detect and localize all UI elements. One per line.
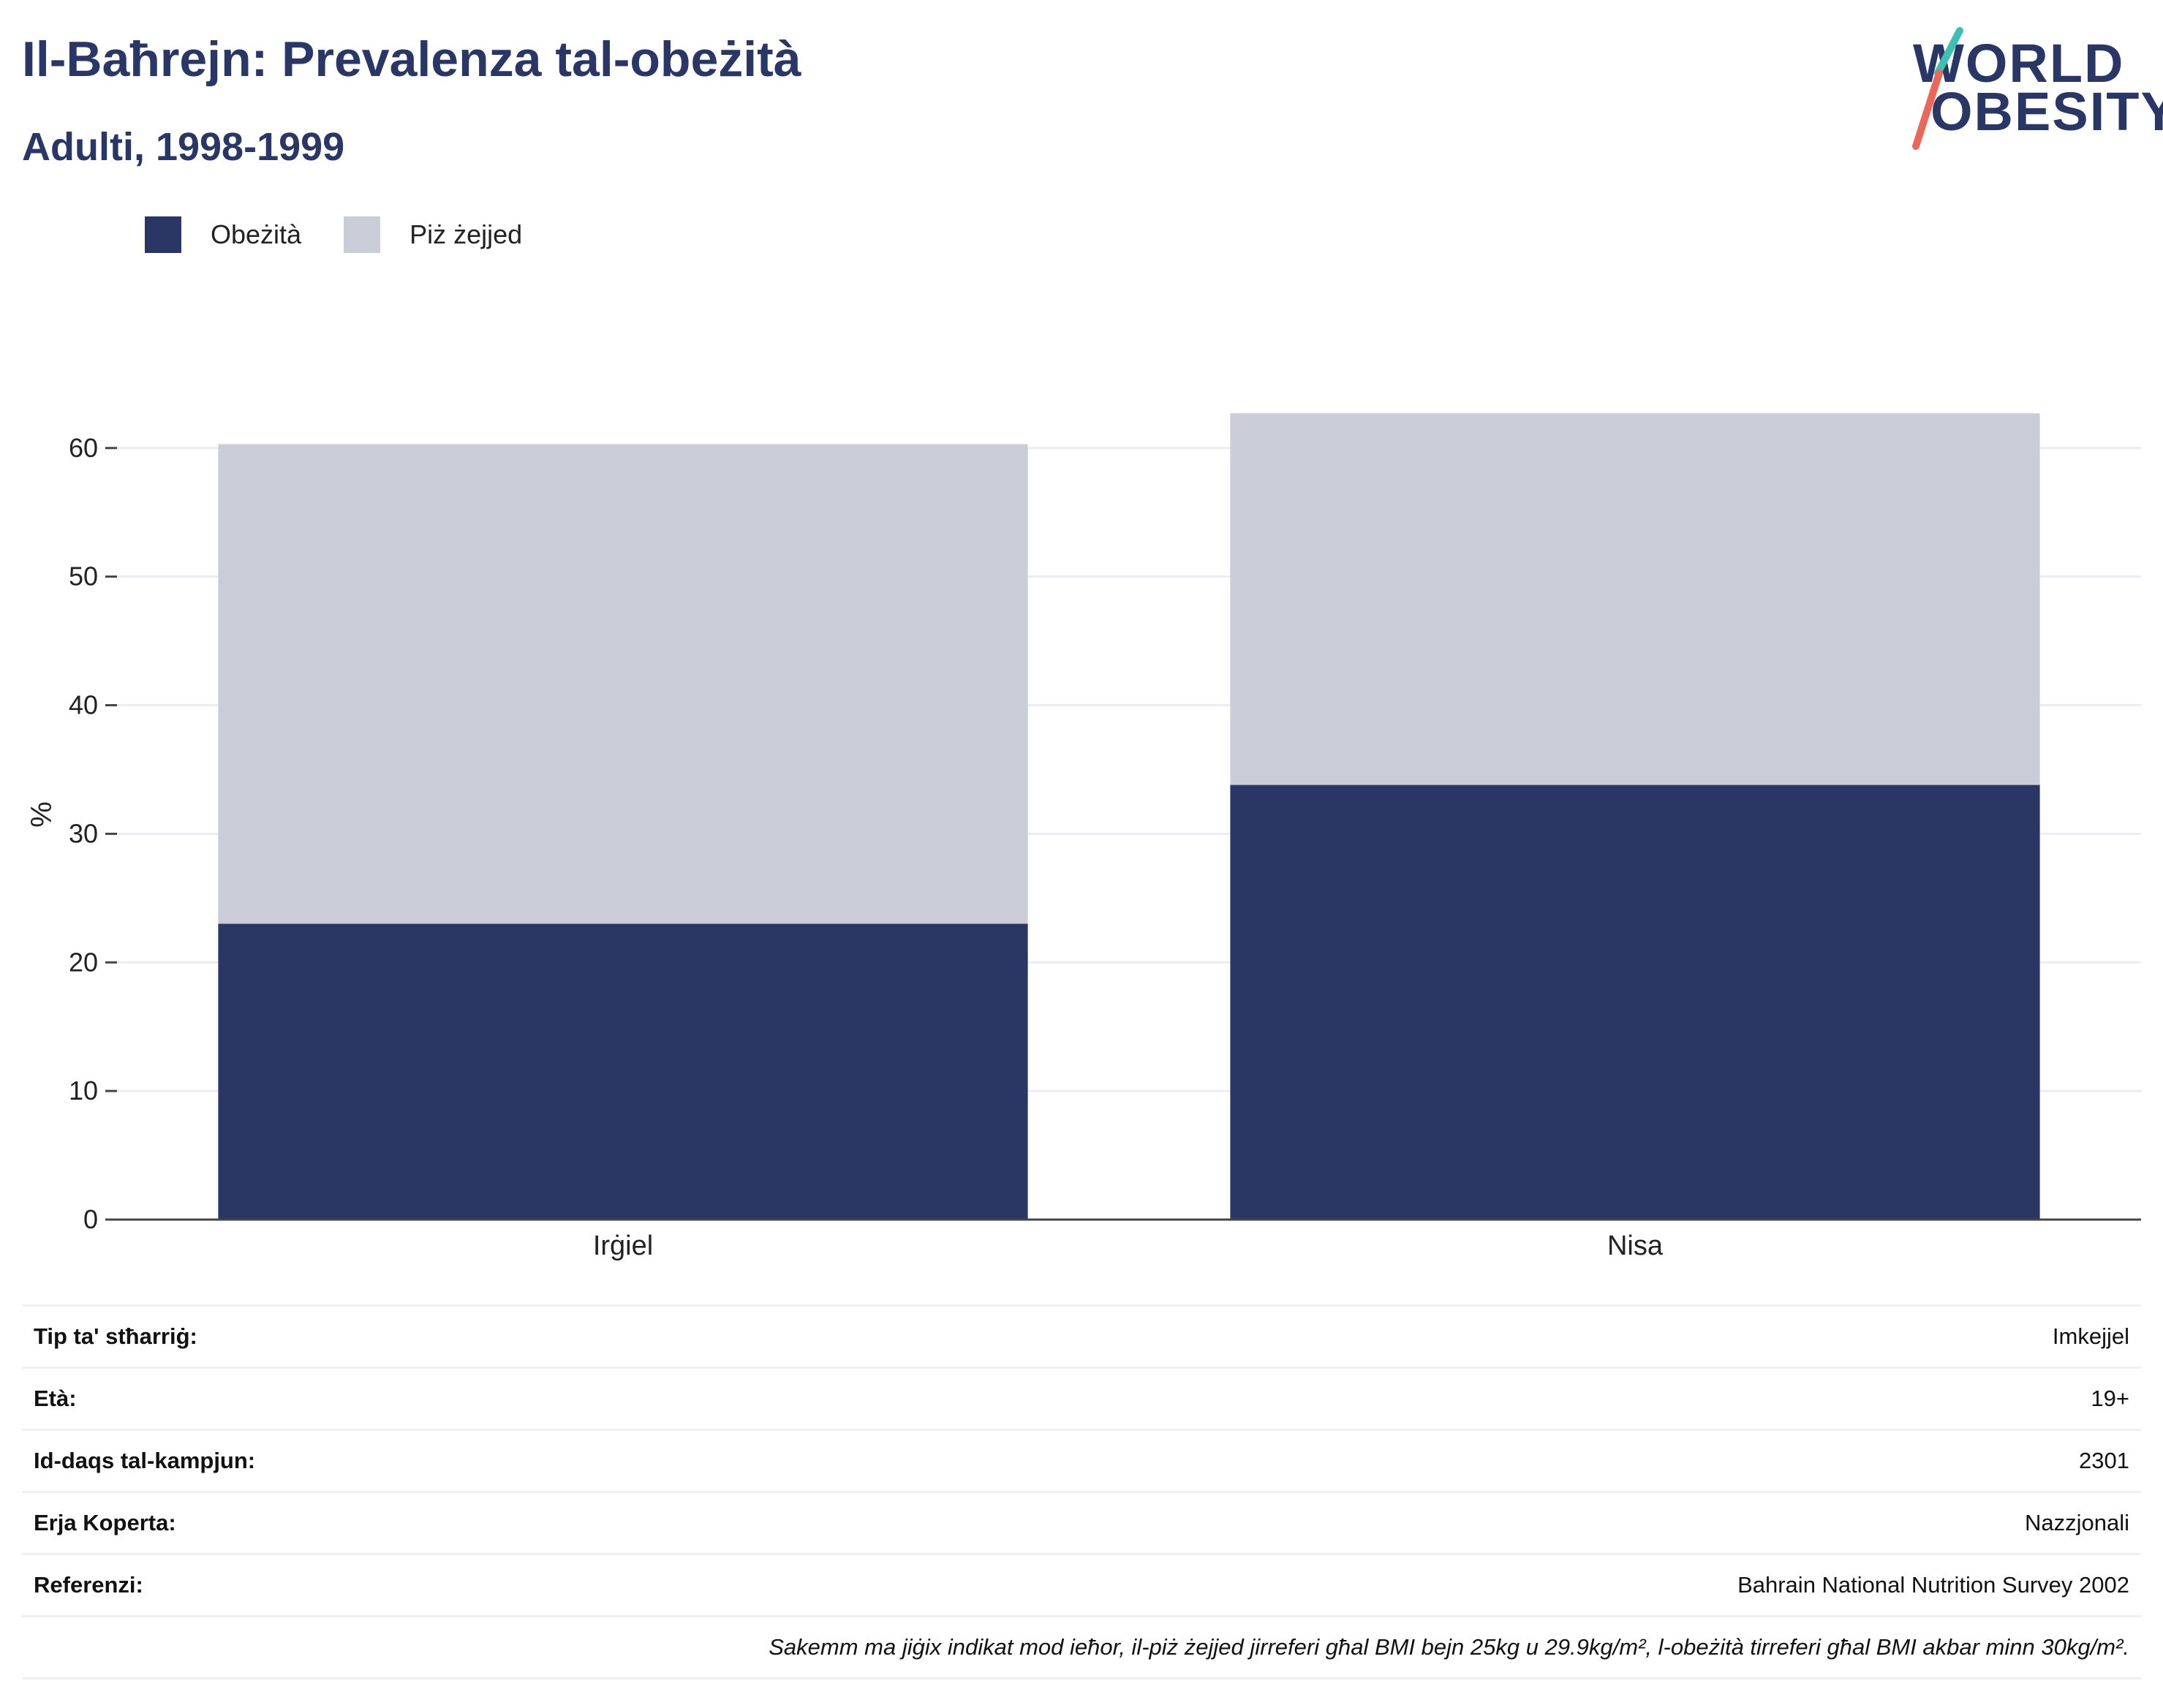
- legend-label-obesity: Obeżità: [211, 219, 302, 249]
- info-row-survey-type: Tip ta' stħarriġ: Imkejjel: [22, 1304, 2141, 1367]
- legend-swatch-overweight: [344, 216, 381, 253]
- bar-Obeżità-Irġiel: [218, 923, 1028, 1220]
- definition-note: Sakemm ma jiġix indikat mod ieħor, il-pi…: [22, 1615, 2141, 1679]
- chart-title: Il-Baħrejn: Prevalenza tal-obeżità: [22, 31, 801, 87]
- y-tick-label: 50: [69, 562, 98, 592]
- bar-Piż żejjed-Irġiel: [218, 444, 1028, 924]
- legend-item-overweight[interactable]: Piż żejjed: [344, 216, 522, 253]
- y-tick-label: 0: [83, 1204, 98, 1234]
- y-tick-label: 30: [69, 818, 98, 848]
- info-key: Tip ta' stħarriġ:: [34, 1323, 197, 1349]
- logo-slash-icon: [1912, 27, 1963, 150]
- survey-info-table: Tip ta' stħarriġ: Imkejjel Età: 19+ Id-d…: [22, 1304, 2141, 1679]
- note-text: Sakemm ma jiġix indikat mod ieħor, il-pi…: [769, 1634, 2129, 1660]
- info-key: Età:: [34, 1386, 77, 1411]
- stacked-bar-chart: 0 10 20 30 40 50 60% Irġiel Nisa: [26, 413, 2141, 1261]
- bar-Piż żejjed-Nisa: [1230, 413, 2040, 785]
- info-row-area-covered: Erja Koperta: Nazzjonali: [22, 1491, 2141, 1553]
- info-row-age: Età: 19+: [22, 1367, 2141, 1429]
- y-tick-label: 60: [69, 433, 98, 463]
- x-tick-label: Irġiel: [593, 1231, 653, 1261]
- logo-text-line1: WORLD: [1913, 33, 2125, 94]
- y-axis-label: %: [26, 801, 58, 828]
- legend-item-obesity[interactable]: Obeżità: [145, 216, 301, 253]
- info-key: Id-daqs tal-kampjun:: [34, 1448, 256, 1473]
- info-row-sample-size: Id-daqs tal-kampjun: 2301: [22, 1429, 2141, 1491]
- x-tick-label: Nisa: [1607, 1231, 1664, 1261]
- legend-label-overweight: Piż żejjed: [409, 219, 523, 249]
- info-row-references: Referenzi: Bahrain National Nutrition Su…: [22, 1553, 2141, 1615]
- info-value: 2301: [2079, 1448, 2129, 1473]
- bar-Obeżità-Nisa: [1230, 785, 2040, 1220]
- chart-subtitle: Adulti, 1998-1999: [22, 125, 345, 169]
- logo-text-line2: OBESITY: [1930, 81, 2163, 142]
- info-value: Imkejjel: [2052, 1323, 2129, 1349]
- chart-legend: Obeżità Piż żejjed: [145, 216, 565, 253]
- info-value: Bahrain National Nutrition Survey 2002: [1737, 1572, 2129, 1598]
- y-tick-label: 10: [69, 1076, 98, 1106]
- y-tick-label: 20: [69, 947, 98, 977]
- info-value: 19+: [2091, 1386, 2129, 1411]
- legend-swatch-obesity: [145, 216, 181, 253]
- y-tick-label: 40: [69, 690, 98, 720]
- info-key: Referenzi:: [34, 1572, 143, 1598]
- info-key: Erja Koperta:: [34, 1510, 176, 1535]
- info-value: Nazzjonali: [2024, 1510, 2129, 1535]
- world-obesity-logo: WORLD OBESITY: [1901, 22, 2163, 154]
